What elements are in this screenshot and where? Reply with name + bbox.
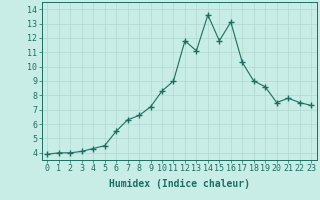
X-axis label: Humidex (Indice chaleur): Humidex (Indice chaleur) <box>109 179 250 189</box>
